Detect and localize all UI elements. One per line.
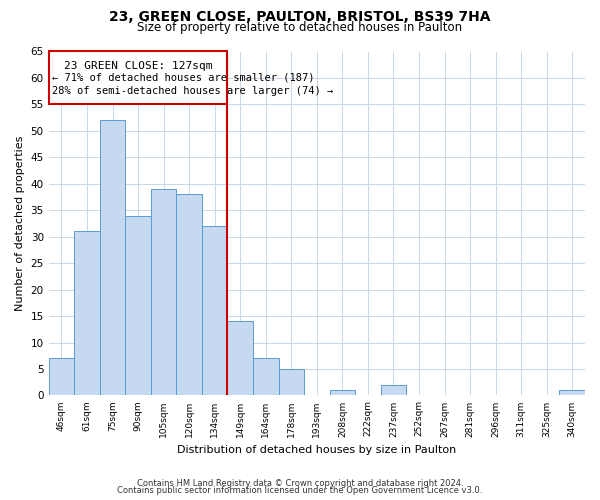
Text: Size of property relative to detached houses in Paulton: Size of property relative to detached ho… xyxy=(137,22,463,35)
Text: 28% of semi-detached houses are larger (74) →: 28% of semi-detached houses are larger (… xyxy=(52,86,334,96)
X-axis label: Distribution of detached houses by size in Paulton: Distribution of detached houses by size … xyxy=(177,445,457,455)
Text: ← 71% of detached houses are smaller (187): ← 71% of detached houses are smaller (18… xyxy=(52,72,315,83)
Bar xyxy=(100,120,125,396)
Bar xyxy=(253,358,278,396)
Bar xyxy=(559,390,585,396)
Bar xyxy=(49,358,74,396)
Bar xyxy=(202,226,227,396)
Bar xyxy=(49,52,227,104)
Bar xyxy=(151,189,176,396)
Bar xyxy=(329,390,355,396)
Y-axis label: Number of detached properties: Number of detached properties xyxy=(15,136,25,311)
Bar xyxy=(278,369,304,396)
Text: 23, GREEN CLOSE, PAULTON, BRISTOL, BS39 7HA: 23, GREEN CLOSE, PAULTON, BRISTOL, BS39 … xyxy=(109,10,491,24)
Text: Contains HM Land Registry data © Crown copyright and database right 2024.: Contains HM Land Registry data © Crown c… xyxy=(137,478,463,488)
Text: Contains public sector information licensed under the Open Government Licence v3: Contains public sector information licen… xyxy=(118,486,482,495)
Text: 23 GREEN CLOSE: 127sqm: 23 GREEN CLOSE: 127sqm xyxy=(64,61,212,71)
Bar xyxy=(125,216,151,396)
Bar xyxy=(227,322,253,396)
Bar xyxy=(380,385,406,396)
Bar xyxy=(176,194,202,396)
Bar xyxy=(74,232,100,396)
